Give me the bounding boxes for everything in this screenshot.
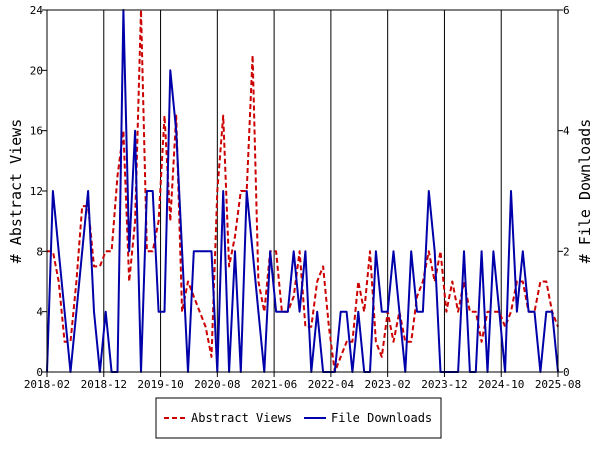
legend-label-abstract-views: Abstract Views — [191, 411, 292, 425]
y-left-tick-label: 8 — [36, 245, 43, 258]
x-tick-label: 2023-02 — [364, 378, 410, 391]
x-tick-label: 2018-02 — [24, 378, 70, 391]
y-left-tick-label: 0 — [36, 366, 43, 379]
legend-label-file-downloads: File Downloads — [331, 411, 432, 425]
legend-box — [155, 397, 442, 439]
y-right-axis-title: # File Downloads — [576, 119, 594, 264]
x-tick-label: 2018-12 — [81, 378, 127, 391]
x-tick-label: 2023-12 — [421, 378, 467, 391]
y-left-axis-title: # Abstract Views — [7, 119, 25, 264]
y-right-tick-label: 0 — [563, 366, 570, 379]
y-right-tick-label: 6 — [563, 4, 570, 17]
series-line-abstract-views — [47, 9, 559, 373]
y-right-tick-label: 2 — [563, 245, 570, 258]
x-tick-label: 2024-10 — [478, 378, 524, 391]
y-left-tick-label: 20 — [30, 64, 43, 77]
x-tick-label: 2019-10 — [137, 378, 183, 391]
legend: Abstract Views File Downloads — [155, 397, 442, 439]
x-tick-label: 2020-08 — [194, 378, 240, 391]
y-left-tick-label: 24 — [30, 4, 44, 17]
axes: 2018-02 2018-12 2019-10 2020-08 2021-06 2022-… — [24, 4, 581, 391]
y-left-tick-label: 4 — [36, 306, 43, 319]
x-tick-label: 2021-06 — [251, 378, 297, 391]
y-left-tick-label: 12 — [30, 185, 43, 198]
x-tick-label: 2025-08 — [535, 378, 581, 391]
x-tick-label: 2022-04 — [308, 378, 355, 391]
y-left-tick-label: 16 — [30, 125, 43, 138]
y-right-tick-label: 4 — [563, 125, 570, 138]
